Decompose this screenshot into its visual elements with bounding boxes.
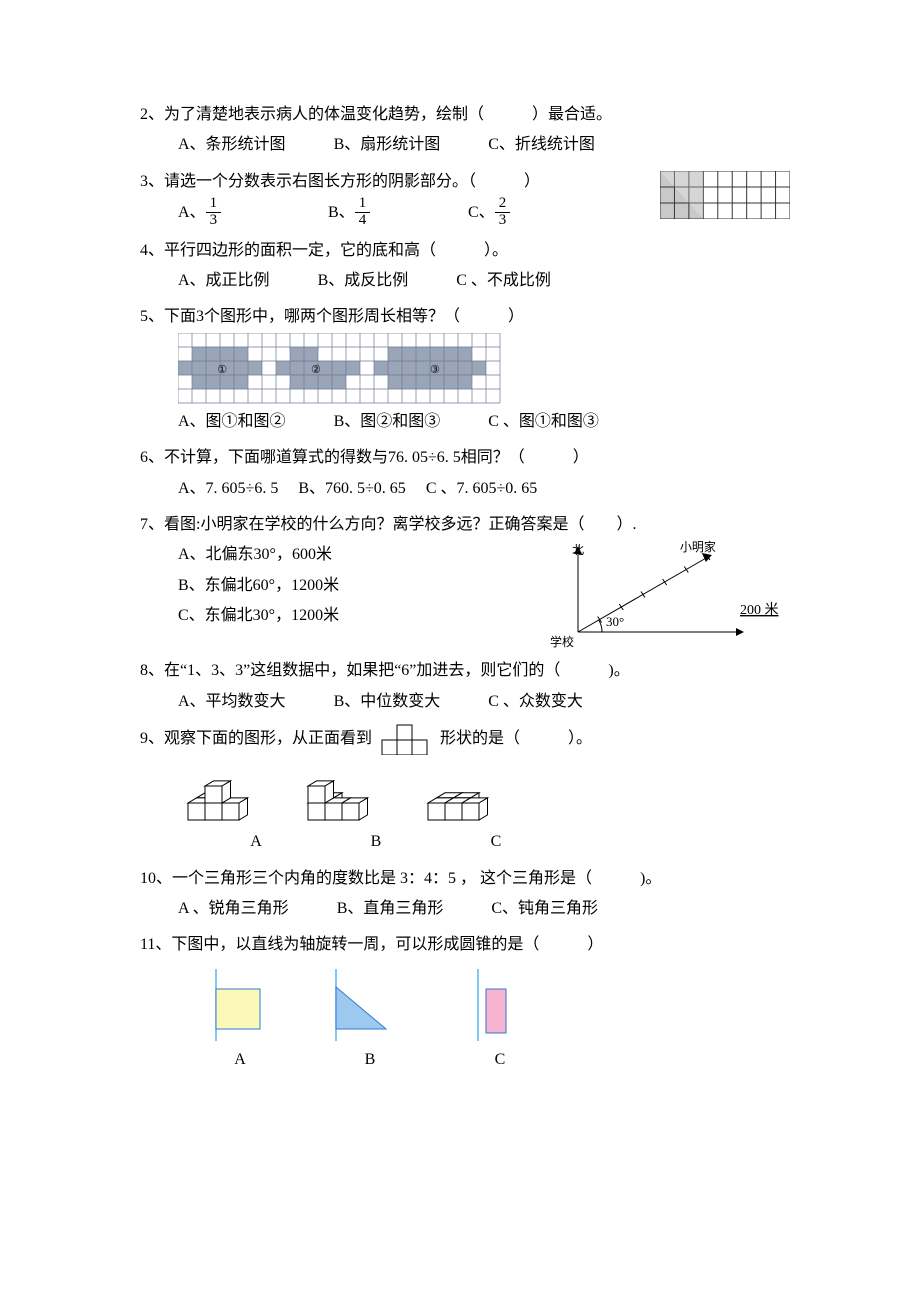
q3-opt-b: B、14 — [328, 197, 468, 230]
q7-opt-c: C、东偏北30°，1200米 — [178, 601, 540, 631]
q8-opt-a: A、平均数变大 — [178, 687, 286, 717]
q4-opt-c: C 、不成比例 — [456, 266, 551, 296]
question-4: 4、平行四边形的面积一定，它的底和高（ ）。 A、成正比例 B、成反比例 C 、… — [140, 236, 790, 297]
q9-labels: A B C — [140, 827, 790, 857]
q11-opt-b: B — [305, 1045, 435, 1075]
q7-text: 7、看图:小明家在学校的什么方向？离学校多远？正确答案是（ ）. — [140, 510, 790, 540]
q8-opt-b: B、中位数变大 — [334, 687, 441, 717]
q6-opt-b: B、760. 5÷0. 65 — [298, 474, 405, 504]
q5-options: A、图①和图② B、图②和图③ C 、图①和图③ — [140, 407, 790, 437]
q3-figure — [660, 167, 790, 219]
q6-text: 6、不计算，下面哪道算式的得数与76. 05÷6. 5相同？（ ） — [140, 443, 790, 473]
q9-opt-a: A — [196, 827, 316, 857]
q8-opt-c: C 、众数变大 — [488, 687, 583, 717]
question-11: 11、下图中，以直线为轴旋转一周，可以形成圆锥的是（ ） A B C — [140, 930, 790, 1075]
q10-opt-c: C、钝角三角形 — [491, 894, 598, 924]
question-10: 10、一个三角形三个内角的度数比是 3：4：5 ， 这个三角形是（ )。 A 、… — [140, 864, 790, 925]
question-7: 7、看图:小明家在学校的什么方向？离学校多远？正确答案是（ ）. A、北偏东30… — [140, 510, 790, 650]
q8-text: 8、在“1、3、3”这组数据中，如果把“6”加进去，则它们的（ )。 — [140, 656, 790, 686]
q2-opt-c: C、折线统计图 — [488, 130, 595, 160]
q4-opt-b: B、成反比例 — [318, 266, 409, 296]
q9-opt-b: B — [316, 827, 436, 857]
q11-opt-c: C — [435, 1045, 565, 1075]
svg-text:③: ③ — [430, 364, 440, 376]
q10-text: 10、一个三角形三个内角的度数比是 3：4：5 ， 这个三角形是（ )。 — [140, 864, 790, 894]
q11-labels: A B C — [140, 1045, 790, 1075]
question-2: 2、为了清楚地表示病人的体温变化趋势，绘制（ ）最合适。 A、条形统计图 B、扇… — [140, 100, 790, 161]
q6-opt-c: C 、7. 605÷0. 65 — [426, 474, 537, 504]
question-5: 5、下面3个图形中，哪两个图形周长相等？（ ） ① ② ③ A、图①和图② B、图②… — [140, 302, 790, 437]
q7-figure: 北 小明家 30° 学校 200 米 — [540, 540, 790, 650]
q2-opt-a: A、条形统计图 — [178, 130, 286, 160]
q2-options: A、条形统计图 B、扇形统计图 C、折线统计图 — [140, 130, 790, 160]
q11-opt-a: A — [175, 1045, 305, 1075]
q5-text: 5、下面3个图形中，哪两个图形周长相等？（ ） — [140, 302, 790, 332]
q5-opt-b: B、图②和图③ — [334, 407, 441, 437]
q10-opt-a: A 、锐角三角形 — [178, 894, 289, 924]
question-8: 8、在“1、3、3”这组数据中，如果把“6”加进去，则它们的（ )。 A、平均数… — [140, 656, 790, 717]
q9-text: 9、观察下面的图形，从正面看到 形状的是（ ）。 — [140, 723, 790, 755]
q7-opt-a: A、北偏东30°，600米 — [178, 540, 540, 570]
q6-opt-a: A、7. 605÷6. 5 — [178, 474, 278, 504]
q6-options: A、7. 605÷6. 5 B、760. 5÷0. 65 C 、7. 605÷0… — [140, 474, 790, 504]
svg-text:②: ② — [311, 364, 321, 376]
question-9: 9、观察下面的图形，从正面看到 形状的是（ ）。 A B C — [140, 723, 790, 857]
svg-text:①: ① — [217, 364, 227, 376]
q5-opt-a: A、图①和图② — [178, 407, 286, 437]
q10-opt-b: B、直角三角形 — [337, 894, 444, 924]
q4-options: A、成正比例 B、成反比例 C 、不成比例 — [140, 266, 790, 296]
q5-figure: ① ② ③ — [140, 333, 790, 407]
q7-options: A、北偏东30°，600米 B、东偏北60°，1200米 C、东偏北30°，12… — [140, 540, 540, 631]
q9-figure — [140, 755, 790, 827]
q10-options: A 、锐角三角形 B、直角三角形 C、钝角三角形 — [140, 894, 790, 924]
q2-text: 2、为了清楚地表示病人的体温变化趋势，绘制（ ）最合适。 — [140, 100, 790, 130]
question-6: 6、不计算，下面哪道算式的得数与76. 05÷6. 5相同？（ ） A、7. 6… — [140, 443, 790, 504]
q9-opt-c: C — [436, 827, 556, 857]
svg-text:200 米: 200 米 — [740, 602, 779, 618]
q3-options: A、13 B、14 C、23 — [140, 197, 660, 230]
q3-opt-a: A、13 — [178, 197, 328, 230]
q4-text: 4、平行四边形的面积一定，它的底和高（ ）。 — [140, 236, 790, 266]
q7-opt-b: B、东偏北60°，1200米 — [178, 571, 540, 601]
svg-text:小明家: 小明家 — [680, 540, 716, 554]
svg-text:学校: 学校 — [550, 634, 574, 649]
q8-options: A、平均数变大 B、中位数变大 C 、众数变大 — [140, 687, 790, 717]
q4-opt-a: A、成正比例 — [178, 266, 270, 296]
q3-opt-c: C、23 — [468, 197, 510, 230]
q3-text: 3、请选一个分数表示右图长方形的阴影部分。（ ） — [140, 167, 660, 197]
svg-text:30°: 30° — [606, 614, 624, 629]
q5-opt-c: C 、图①和图③ — [488, 407, 599, 437]
q2-opt-b: B、扇形统计图 — [334, 130, 441, 160]
svg-text:北: 北 — [572, 543, 584, 557]
q11-figure — [140, 961, 790, 1045]
q11-text: 11、下图中，以直线为轴旋转一周，可以形成圆锥的是（ ） — [140, 930, 790, 960]
question-3: 3、请选一个分数表示右图长方形的阴影部分。（ ） A、13 B、14 C、23 — [140, 167, 790, 230]
